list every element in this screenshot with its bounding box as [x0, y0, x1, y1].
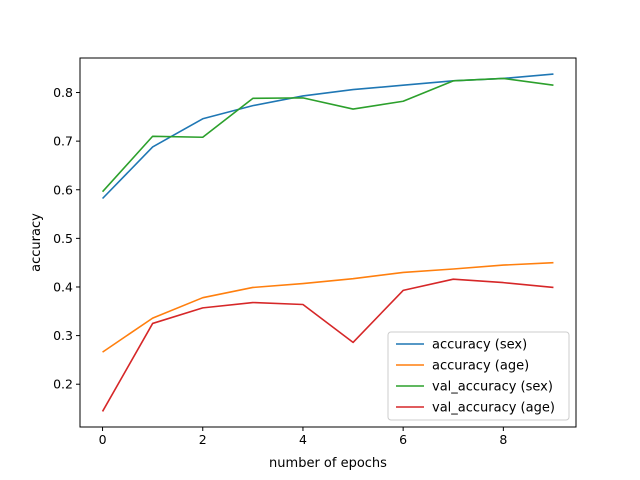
series-line-1 [102, 261, 554, 353]
series-line-2 [101, 77, 554, 193]
legend-box [387, 331, 570, 421]
legend-entry-0: accuracy (sex) [432, 338, 527, 353]
x-tick-label: 2 [199, 432, 207, 447]
y-tick-label: 0.5 [53, 231, 73, 246]
legend: accuracy (sex) accuracy (age) val_accuracy… [387, 331, 570, 421]
x-axis-label: number of epochs [269, 456, 387, 471]
y-tick-label: 0.6 [53, 182, 73, 197]
x-tick-label: 0 [99, 432, 107, 447]
legend-entry-3: val_accuracy (age) [432, 401, 555, 416]
legend-entry-1: accuracy (age) [432, 359, 529, 374]
y-tick-label: 0.7 [53, 134, 73, 149]
y-tick-label: 0.2 [53, 377, 73, 392]
y-axis-label: accuracy [29, 213, 44, 272]
y-tick-label: 0.8 [53, 85, 73, 100]
legend-entry-2: val_accuracy (sex) [432, 380, 553, 395]
x-tick-label: 4 [299, 432, 307, 447]
y-tick-label: 0.4 [53, 279, 73, 294]
x-tick-label: 8 [499, 432, 507, 447]
series-lines [101, 73, 554, 412]
plot-frame [79, 57, 577, 428]
series-line-3 [101, 278, 554, 412]
y-tick-label: 0.3 [53, 328, 73, 343]
x-axis-ticks: 0 2 4 6 8 [99, 427, 507, 447]
x-tick-label: 6 [399, 432, 407, 447]
y-axis-ticks: 0.2 0.3 0.4 0.5 0.6 0.7 0.8 [53, 85, 80, 392]
